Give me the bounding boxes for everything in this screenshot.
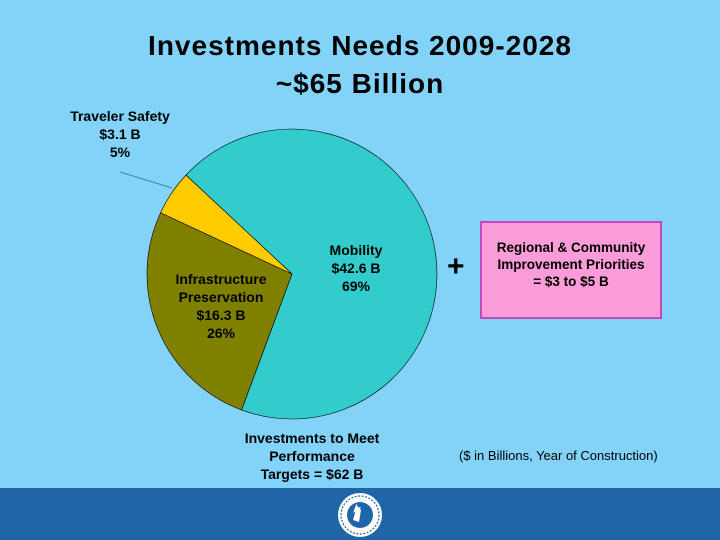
mobility-percent: 69% [341, 278, 371, 294]
mobility-slice [185, 128, 438, 420]
infrastructure-preservation-label: Infrastructure Preservation $16.3 B 26% [160, 270, 282, 342]
infrastructure-preservation-slice [146, 212, 293, 411]
chart-title-line1: Investments Needs 2009-2028 [148, 30, 572, 61]
traveler-safety-slice [160, 174, 293, 275]
pie-caption-line2: Performance [269, 448, 355, 464]
state-transportation-seal-icon [338, 493, 382, 537]
traveler-safety-label: Traveler Safety $3.1 B 5% [60, 107, 180, 161]
pie-caption: Investments to Meet Performance Targets … [222, 429, 402, 483]
traveler-safety-percent: 5% [109, 144, 131, 160]
infrastructure-name-line2: Preservation [178, 289, 264, 305]
units-note: ($ in Billions, Year of Construction) [459, 448, 658, 463]
regional-priorities-box: Regional & Community Improvement Priorit… [480, 221, 662, 319]
traveler-safety-amount: $3.1 B [99, 126, 141, 142]
pie-caption-line1: Investments to Meet [244, 430, 380, 446]
mobility-name: Mobility [329, 242, 383, 258]
mobility-amount: $42.6 B [331, 260, 381, 276]
regional-box-line2: Improvement Priorities [497, 257, 645, 272]
regional-box-line1: Regional & Community [496, 240, 646, 255]
traveler-safety-name: Traveler Safety [70, 108, 170, 124]
mobility-label: Mobility $42.6 B 69% [300, 241, 412, 295]
traveler-safety-leader-line [119, 171, 173, 189]
regional-box-line3: = $3 to $5 B [533, 274, 609, 289]
plus-sign: + [447, 250, 465, 283]
infrastructure-percent: 26% [206, 325, 236, 341]
chart-title-line2: ~$65 Billion [275, 68, 445, 99]
pie-chart [119, 128, 438, 420]
infrastructure-name-line1: Infrastructure [175, 271, 267, 287]
infrastructure-amount: $16.3 B [196, 307, 246, 323]
pie-caption-line3: Targets = $62 B [260, 466, 364, 482]
